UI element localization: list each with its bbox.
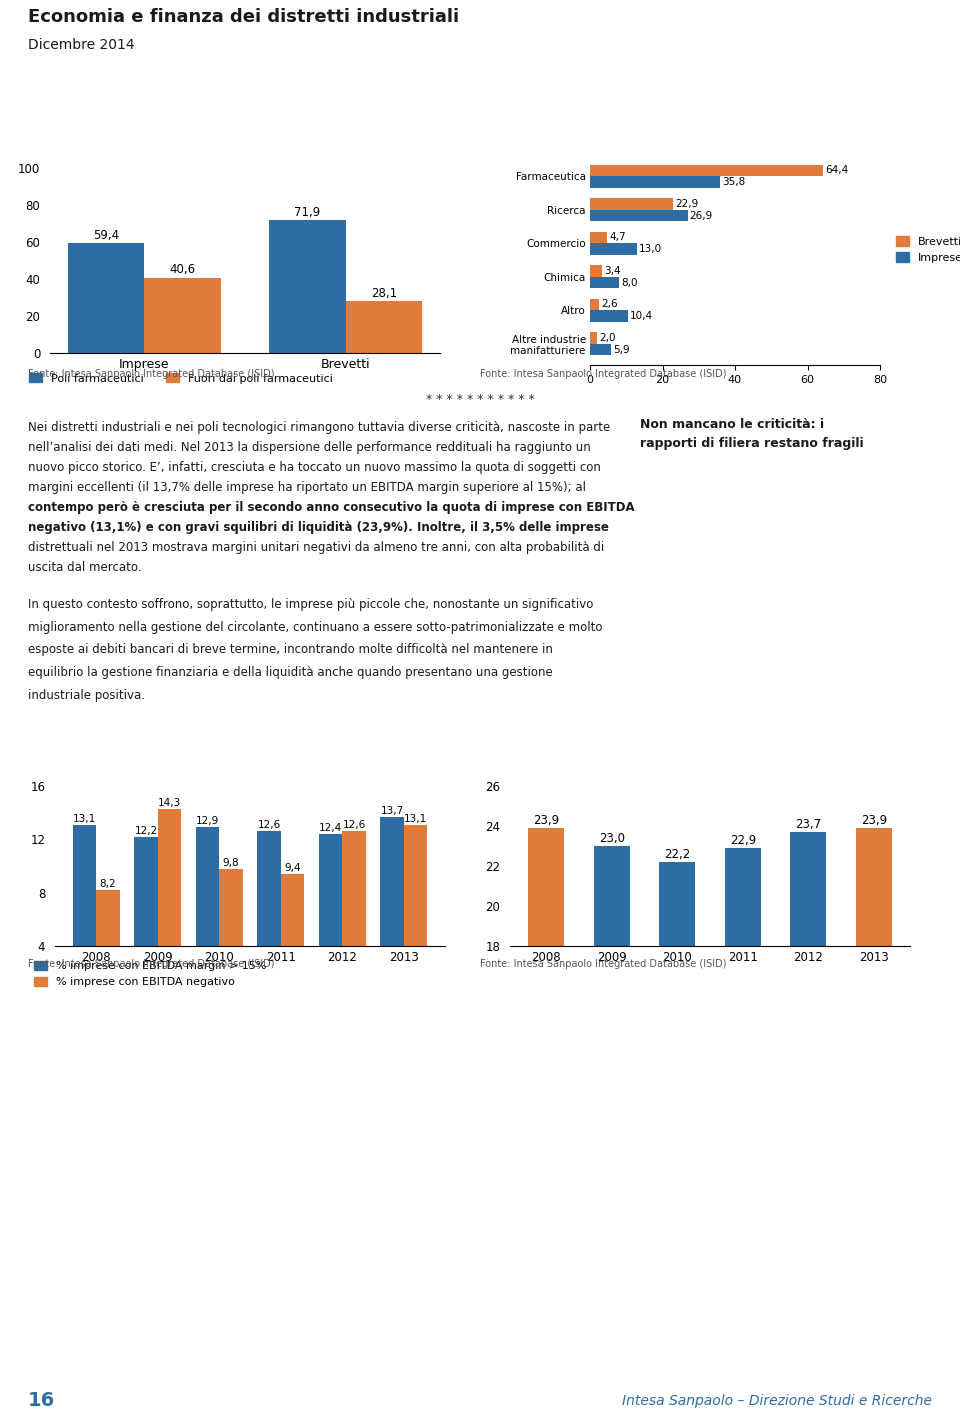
Text: 12,4: 12,4 — [319, 823, 343, 833]
Text: 23,0: 23,0 — [599, 833, 625, 845]
Bar — [269, 220, 346, 352]
Text: Fonte: Intesa Sanpaolo Integrated Database (ISID): Fonte: Intesa Sanpaolo Integrated Databa… — [28, 369, 275, 379]
Bar — [280, 874, 304, 999]
Text: 35,8: 35,8 — [722, 178, 745, 188]
Text: 9,4: 9,4 — [284, 863, 300, 872]
Bar — [144, 279, 221, 352]
Text: miglioramento nella gestione del circolante, continuano a essere sotto-patrimoni: miglioramento nella gestione del circola… — [28, 621, 603, 634]
Bar — [590, 277, 619, 288]
Bar — [219, 868, 243, 999]
Text: Fonte: Intesa Sanpaolo Integrated Database (ISID): Fonte: Intesa Sanpaolo Integrated Databa… — [28, 959, 275, 969]
Text: uscita dal mercato.: uscita dal mercato. — [28, 561, 141, 574]
Bar — [590, 243, 637, 254]
Text: 2,0: 2,0 — [599, 333, 616, 342]
Text: 14,3: 14,3 — [157, 797, 181, 807]
Bar — [855, 828, 892, 1306]
Text: 40,6: 40,6 — [170, 263, 196, 277]
Text: 22,2: 22,2 — [664, 848, 690, 861]
Text: 3,4: 3,4 — [605, 266, 621, 276]
Bar — [590, 344, 612, 355]
Text: Nei distretti industriali e nei poli tecnologici rimangono tuttavia diverse crit: Nei distretti industriali e nei poli tec… — [28, 422, 611, 435]
Text: nuovo picco storico. E’, infatti, cresciuta e ha toccato un nuovo massimo la quo: nuovo picco storico. E’, infatti, cresci… — [28, 462, 601, 475]
Text: 8,2: 8,2 — [100, 880, 116, 890]
Legend: Brevetti, Imprese: Brevetti, Imprese — [891, 232, 960, 267]
Text: 23,9: 23,9 — [861, 814, 887, 827]
Text: Dicembre 2014: Dicembre 2014 — [28, 38, 134, 53]
Text: Fonte: Intesa Sanpaolo Integrated Database (ISID): Fonte: Intesa Sanpaolo Integrated Databa… — [480, 959, 727, 969]
Text: contempo però è cresciuta per il secondo anno consecutivo la quota di imprese co: contempo però è cresciuta per il secondo… — [28, 502, 635, 514]
Text: equilibrio la gestione finanziaria e della liquidità anche quando presentano una: equilibrio la gestione finanziaria e del… — [28, 666, 553, 679]
Text: 23,9: 23,9 — [533, 814, 560, 827]
Text: 5,9: 5,9 — [613, 345, 630, 355]
Text: margini eccellenti (il 13,7% delle imprese ha riportato un EBITDA margin superio: margini eccellenti (il 13,7% delle impre… — [28, 482, 586, 495]
Bar — [319, 834, 343, 999]
Text: 64,4: 64,4 — [826, 165, 849, 175]
Bar — [725, 848, 760, 1306]
Text: * * * * * * * * * * *: * * * * * * * * * * * — [425, 394, 535, 406]
Text: esposte ai debiti bancari di breve termine, incontrando molte difficoltà nel man: esposte ai debiti bancari di breve termi… — [28, 644, 553, 657]
Bar — [343, 831, 366, 999]
Text: Fig. 32 – Distretti: quota (%) di imprese con passivo corrente
superiore all’att: Fig. 32 – Distretti: quota (%) di impres… — [493, 735, 831, 757]
Bar — [196, 827, 219, 999]
Text: 4,7: 4,7 — [610, 233, 626, 243]
Bar — [157, 809, 181, 999]
Text: 8,0: 8,0 — [621, 277, 637, 287]
Text: 26,9: 26,9 — [689, 210, 713, 220]
Text: 16: 16 — [28, 1391, 56, 1411]
Text: Fig. 30 – Chi brevetta in tecnologie farmaceutiche nei poli
farmaceutici (compos: Fig. 30 – Chi brevetta in tecnologie far… — [493, 94, 843, 117]
Bar — [590, 210, 687, 222]
Text: 28,1: 28,1 — [371, 287, 397, 300]
Bar — [790, 833, 827, 1306]
Text: 71,9: 71,9 — [295, 206, 321, 219]
Text: 22,9: 22,9 — [730, 834, 756, 847]
Text: 23,7: 23,7 — [795, 818, 822, 831]
Text: Non mancano le criticità: i
rapporti di filiera restano fragili: Non mancano le criticità: i rapporti di … — [640, 418, 864, 450]
Text: Intesa Sanpaolo – Direzione Studi e Ricerche: Intesa Sanpaolo – Direzione Studi e Rice… — [622, 1394, 932, 1408]
Text: Fig. 29 – Brevetti e imprese con brevetti nelle tecnologie
farmaceutiche all’int: Fig. 29 – Brevetti e imprese con brevett… — [41, 94, 366, 131]
Bar — [380, 817, 404, 999]
Text: 10,4: 10,4 — [630, 311, 653, 321]
Text: 59,4: 59,4 — [93, 229, 119, 242]
Text: 2,6: 2,6 — [602, 300, 618, 310]
Bar — [73, 824, 96, 999]
Bar — [96, 890, 119, 999]
Bar — [404, 824, 427, 999]
Text: 12,2: 12,2 — [134, 826, 157, 836]
Text: 13,1: 13,1 — [404, 814, 427, 824]
Text: 13,7: 13,7 — [380, 806, 404, 816]
Bar — [590, 298, 599, 310]
Bar — [134, 837, 157, 999]
Bar — [660, 863, 695, 1306]
Text: industriale positiva.: industriale positiva. — [28, 689, 145, 702]
Text: 9,8: 9,8 — [223, 858, 239, 868]
Text: 22,9: 22,9 — [675, 199, 699, 209]
Text: 12,6: 12,6 — [343, 820, 366, 830]
Bar — [528, 828, 564, 1306]
Bar — [590, 232, 607, 243]
Text: Economia e finanza dei distretti industriali: Economia e finanza dei distretti industr… — [28, 9, 459, 26]
Text: Fig. 31 – Distretti: quota (%) di imprese con EBITDA negativo o
superiore al 15%: Fig. 31 – Distretti: quota (%) di impres… — [41, 735, 390, 757]
Bar — [590, 333, 597, 344]
Text: 12,6: 12,6 — [257, 820, 280, 830]
Bar — [590, 310, 628, 323]
Text: nell’analisi dei dati medi. Nel 2013 la dispersione delle performance reddituali: nell’analisi dei dati medi. Nel 2013 la … — [28, 442, 590, 455]
Legend: % imprese con EBITDA margin > 15%, % imprese con EBITDA negativo: % imprese con EBITDA margin > 15%, % imp… — [30, 956, 271, 992]
Legend: Poli farmaceutici, Fuori dai poli farmaceutici: Poli farmaceutici, Fuori dai poli farmac… — [24, 369, 338, 388]
Bar — [68, 243, 144, 352]
Bar — [346, 301, 422, 352]
Text: 13,1: 13,1 — [73, 814, 96, 824]
Text: In questo contesto soffrono, soprattutto, le imprese più piccole che, nonostante: In questo contesto soffrono, soprattutto… — [28, 598, 593, 611]
Bar — [590, 176, 720, 188]
Text: 12,9: 12,9 — [196, 816, 219, 826]
Text: Fonte: Intesa Sanpaolo Integrated Database (ISID): Fonte: Intesa Sanpaolo Integrated Databa… — [480, 369, 727, 379]
Text: distrettuali nel 2013 mostrava margini unitari negativi da almeno tre anni, con : distrettuali nel 2013 mostrava margini u… — [28, 541, 604, 554]
Bar — [590, 165, 824, 176]
Bar — [590, 266, 602, 277]
Bar — [257, 831, 280, 999]
Text: negativo (13,1%) e con gravi squilibri di liquidità (23,9%). Inoltre, il 3,5% de: negativo (13,1%) e con gravi squilibri d… — [28, 522, 609, 534]
Bar — [590, 198, 673, 210]
Text: 13,0: 13,0 — [639, 244, 662, 254]
Bar — [593, 845, 630, 1306]
